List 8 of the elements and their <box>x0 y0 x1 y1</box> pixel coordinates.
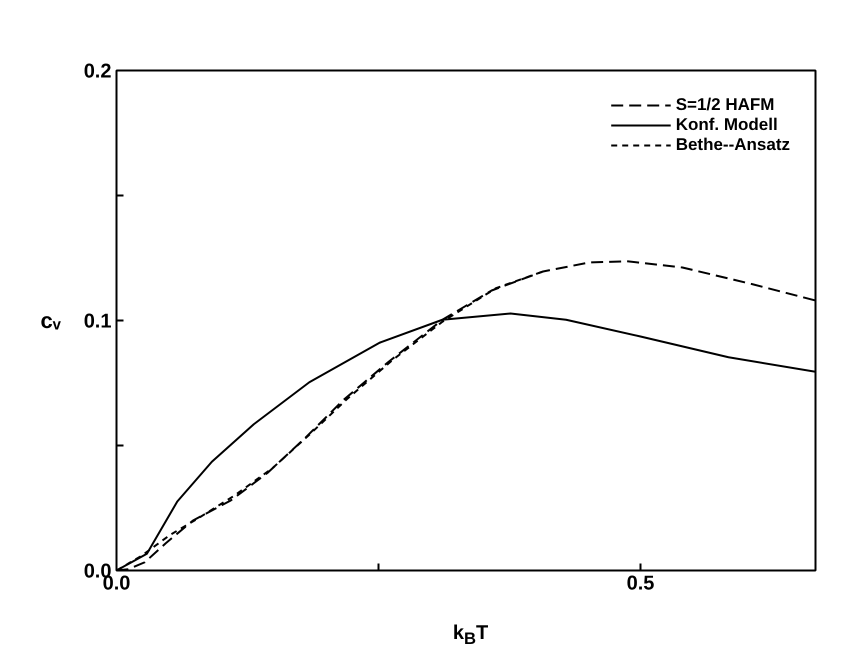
legend-label: Bethe--Ansatz <box>676 135 790 155</box>
y-tick-label: 0.1 <box>84 310 112 332</box>
y-tick-label: 0.2 <box>84 60 112 82</box>
legend-label: Konf. Modell <box>676 115 778 135</box>
x-axis-title: k$_{B}$T <box>452 621 488 650</box>
x-tick-label: 0.5 <box>626 572 654 594</box>
y-axis-title: cᵥ <box>40 308 62 333</box>
legend-label: S=1/2 HAFM <box>676 95 774 115</box>
